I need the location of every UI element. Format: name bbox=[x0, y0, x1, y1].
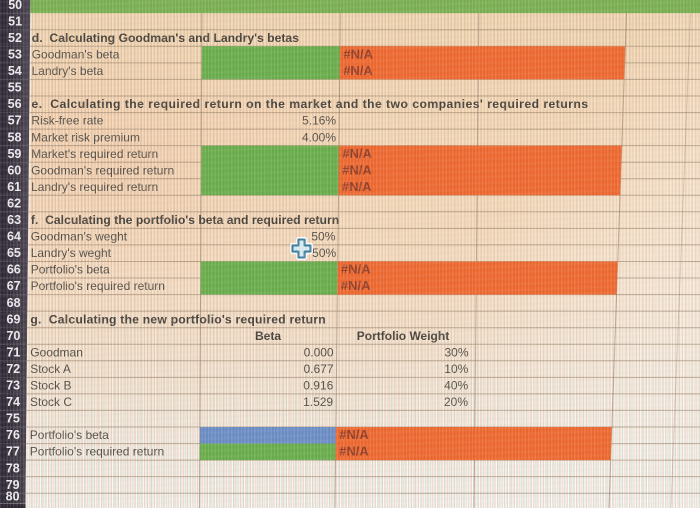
svg-text:64: 64 bbox=[7, 230, 21, 244]
svg-text:Beta: Beta bbox=[255, 329, 281, 343]
svg-text:#N/A: #N/A bbox=[341, 278, 371, 293]
svg-text:Goodman: Goodman bbox=[30, 345, 83, 359]
svg-text:Stock B: Stock B bbox=[30, 379, 71, 393]
svg-text:40%: 40% bbox=[444, 379, 468, 393]
svg-text:10%: 10% bbox=[444, 362, 468, 376]
svg-text:0.677: 0.677 bbox=[303, 362, 333, 376]
svg-text:53: 53 bbox=[8, 48, 22, 62]
svg-text:Portfolio's required return: Portfolio's required return bbox=[30, 445, 164, 459]
svg-text:e. Calculating the required r: e. Calculating the required return on th… bbox=[32, 97, 589, 111]
svg-text:56: 56 bbox=[8, 97, 22, 111]
svg-text:4.00%: 4.00% bbox=[302, 130, 336, 144]
svg-text:0.000: 0.000 bbox=[304, 345, 334, 359]
svg-text:55: 55 bbox=[8, 81, 22, 95]
svg-text:77: 77 bbox=[6, 445, 20, 459]
svg-text:d. Calculating Goodman's and: d. Calculating Goodman's and Landry's be… bbox=[32, 31, 299, 45]
svg-text:5.16%: 5.16% bbox=[302, 114, 336, 128]
svg-text:59: 59 bbox=[7, 147, 21, 161]
svg-text:71: 71 bbox=[6, 345, 20, 359]
svg-text:68: 68 bbox=[7, 296, 21, 310]
svg-text:72: 72 bbox=[6, 362, 20, 376]
svg-text:52: 52 bbox=[8, 31, 22, 45]
svg-text:Market's required return: Market's required return bbox=[31, 147, 158, 161]
svg-text:50: 50 bbox=[8, 0, 22, 12]
svg-text:58: 58 bbox=[8, 130, 22, 144]
svg-text:69: 69 bbox=[7, 312, 21, 326]
svg-text:63: 63 bbox=[7, 213, 21, 227]
svg-text:74: 74 bbox=[6, 395, 20, 409]
svg-text:Landry's beta: Landry's beta bbox=[32, 64, 104, 78]
svg-text:54: 54 bbox=[8, 64, 22, 78]
svg-text:51: 51 bbox=[8, 14, 22, 28]
svg-text:#N/A: #N/A bbox=[339, 427, 369, 442]
svg-text:Portfolio's beta: Portfolio's beta bbox=[30, 428, 109, 442]
svg-text:80: 80 bbox=[6, 490, 20, 504]
svg-text:79: 79 bbox=[6, 478, 20, 492]
svg-text:Market risk premium: Market risk premium bbox=[31, 130, 140, 144]
svg-text:#N/A: #N/A bbox=[342, 146, 372, 161]
svg-text:78: 78 bbox=[6, 461, 20, 475]
svg-text:20%: 20% bbox=[444, 395, 468, 409]
svg-text:50%: 50% bbox=[312, 246, 336, 260]
svg-text:Goodman's weght: Goodman's weght bbox=[31, 230, 128, 244]
svg-text:#N/A: #N/A bbox=[341, 262, 371, 277]
svg-text:#N/A: #N/A bbox=[343, 47, 373, 62]
svg-text:70: 70 bbox=[7, 329, 21, 343]
svg-text:Risk-free rate: Risk-free rate bbox=[31, 114, 103, 128]
svg-text:Landry's required return: Landry's required return bbox=[31, 180, 158, 194]
svg-text:30%: 30% bbox=[444, 345, 468, 359]
svg-text:g. Calculating the new portfo: g. Calculating the new portfolio's requi… bbox=[30, 312, 325, 326]
svg-text:#N/A: #N/A bbox=[339, 444, 369, 459]
svg-text:Portfolio's required return: Portfolio's required return bbox=[31, 279, 165, 293]
svg-text:Landry's weght: Landry's weght bbox=[31, 246, 112, 260]
svg-text:0.916: 0.916 bbox=[303, 379, 333, 393]
svg-text:65: 65 bbox=[7, 246, 21, 260]
svg-text:66: 66 bbox=[7, 263, 21, 277]
svg-text:61: 61 bbox=[7, 180, 21, 194]
svg-text:#N/A: #N/A bbox=[342, 179, 372, 194]
svg-text:f. Calculating the portfolio': f. Calculating the portfolio's beta and … bbox=[31, 213, 339, 227]
svg-text:75: 75 bbox=[6, 412, 20, 426]
svg-text:1.529: 1.529 bbox=[303, 395, 333, 409]
svg-text:67: 67 bbox=[7, 279, 21, 293]
svg-text:73: 73 bbox=[6, 379, 20, 393]
svg-text:62: 62 bbox=[7, 197, 21, 211]
svg-text:60: 60 bbox=[7, 163, 21, 177]
svg-text:50%: 50% bbox=[311, 230, 335, 244]
svg-text:#N/A: #N/A bbox=[342, 162, 372, 177]
svg-text:57: 57 bbox=[8, 114, 22, 128]
svg-text:Stock C: Stock C bbox=[30, 395, 72, 409]
svg-text:#N/A: #N/A bbox=[343, 63, 373, 78]
svg-text:Goodman's beta: Goodman's beta bbox=[32, 48, 120, 62]
svg-text:Portfolio's beta: Portfolio's beta bbox=[31, 263, 110, 277]
svg-text:Stock A: Stock A bbox=[30, 362, 71, 376]
svg-text:Goodman's required return: Goodman's required return bbox=[31, 163, 174, 177]
svg-text:76: 76 bbox=[6, 428, 20, 442]
svg-text:Portfolio Weight: Portfolio Weight bbox=[357, 329, 449, 343]
